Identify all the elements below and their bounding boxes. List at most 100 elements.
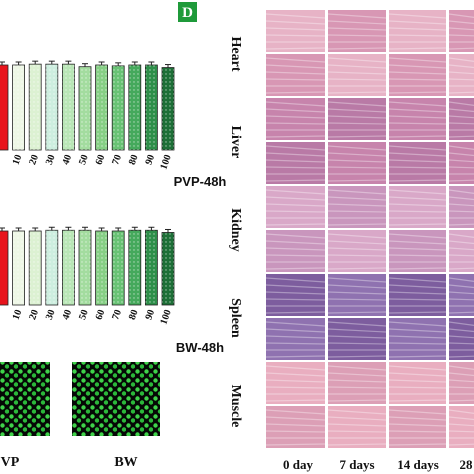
bar-texture (29, 231, 42, 305)
tissue-texture (388, 145, 447, 151)
tissue-texture (388, 179, 447, 182)
tissue-texture (327, 430, 387, 433)
tissue-texture (448, 210, 474, 213)
tissue-texture (327, 328, 387, 333)
bar-texture (62, 230, 75, 305)
tissue-texture (388, 64, 447, 69)
tissue-texture (448, 284, 474, 289)
tissue-texture (388, 196, 447, 201)
tissue-texture (265, 91, 326, 94)
tissue-texture (448, 386, 474, 389)
tissue-image (389, 10, 446, 52)
tissue-texture (265, 247, 326, 251)
tissue-texture (327, 196, 387, 201)
tissue-texture (388, 379, 447, 383)
tissue-image (389, 230, 446, 272)
tissue-texture (448, 291, 474, 295)
tissue-texture (448, 71, 474, 75)
tissue-texture (448, 355, 474, 358)
tissue-texture (265, 20, 326, 25)
tissue-texture (327, 240, 387, 245)
tissue-texture (265, 64, 326, 69)
tissue-texture (265, 254, 326, 257)
tissue-texture (265, 386, 326, 389)
tissue-texture (388, 47, 447, 50)
tissue-texture (388, 372, 447, 377)
tissue-image (328, 54, 386, 96)
tissue-texture (388, 430, 447, 433)
tissue-texture (265, 284, 326, 289)
bar-texture (162, 232, 174, 305)
row-label: Heart (228, 37, 243, 72)
tissue-texture (327, 152, 387, 157)
bar-texture (95, 231, 108, 305)
tissue-texture (388, 13, 447, 19)
column-label: 14 days (397, 457, 439, 472)
tissue-texture (448, 27, 474, 31)
tissue-image (449, 274, 474, 316)
tissue-texture (388, 152, 447, 157)
tissue-image (449, 186, 474, 228)
tissue-texture (388, 355, 447, 358)
tissue-image (266, 54, 325, 96)
tissue-texture (265, 277, 326, 283)
tissue-texture (265, 159, 326, 163)
tissue-texture (388, 27, 447, 31)
tissue-texture (388, 240, 447, 245)
tissue-texture (265, 189, 326, 195)
tissue-texture (388, 57, 447, 63)
tissue-image (449, 318, 474, 360)
tissue-texture (448, 247, 474, 251)
bar-texture (79, 230, 91, 305)
tissue-texture (327, 416, 387, 421)
x-tick-label: 90 (143, 153, 157, 166)
tissue-texture (265, 372, 326, 377)
x-tick-label: 30 (44, 153, 58, 166)
tissue-texture (388, 91, 447, 94)
tissue-texture (388, 254, 447, 257)
tissue-image (328, 362, 386, 404)
x-tick-label: 20 (27, 153, 41, 166)
tissue-texture (448, 365, 474, 370)
tissue-texture (327, 64, 387, 69)
tissue-texture (388, 298, 447, 301)
tissue-texture (265, 34, 326, 37)
tissue-image (389, 142, 446, 184)
bar-texture (79, 66, 91, 150)
tissue-texture (448, 277, 474, 282)
tissue-image (449, 54, 474, 96)
cell-image-overlay (0, 362, 50, 436)
bar-texture (45, 64, 58, 150)
tissue-texture (388, 365, 447, 371)
tissue-texture (448, 20, 474, 25)
tissue-texture (265, 240, 326, 245)
tissue-image (389, 274, 446, 316)
bar-texture (112, 231, 125, 305)
tissue-texture (448, 233, 474, 238)
tissue-image (266, 362, 325, 404)
x-tick-label: 80 (127, 153, 141, 166)
tissue-texture (327, 409, 387, 415)
tissue-texture (265, 365, 326, 371)
panel-badge (178, 2, 197, 22)
tissue-texture (388, 78, 447, 81)
tissue-texture (448, 64, 474, 69)
tissue-texture (265, 233, 326, 239)
tissue-texture (327, 365, 387, 371)
tissue-texture (448, 267, 474, 270)
bar-texture (128, 230, 141, 305)
row-label: Spleen (228, 298, 243, 338)
tissue-texture (327, 34, 387, 37)
tissue-texture (388, 399, 447, 402)
x-tick-label: 100 (158, 153, 173, 171)
x-tick-label: 70 (110, 153, 124, 166)
tissue-texture (448, 240, 474, 245)
bar (0, 64, 9, 151)
column-label: 28 (460, 457, 474, 472)
tissue-texture (448, 416, 474, 421)
column-label: 0 day (283, 457, 313, 472)
tissue-texture (265, 101, 326, 107)
tissue-texture (388, 166, 447, 169)
tissue-texture (448, 78, 474, 81)
